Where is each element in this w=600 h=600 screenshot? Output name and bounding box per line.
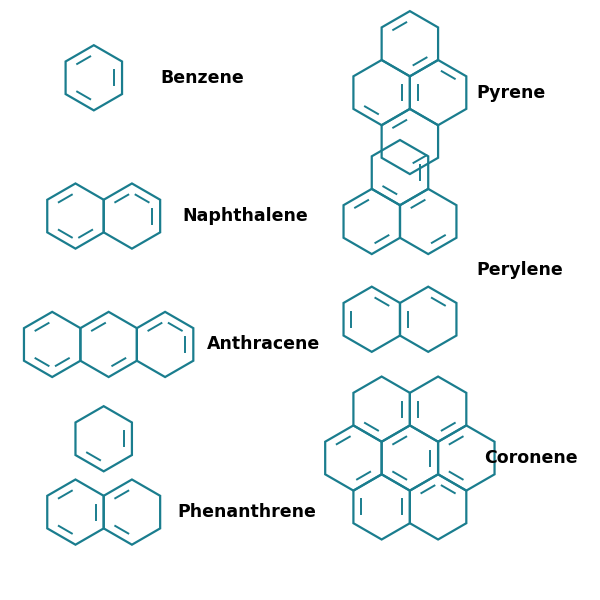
Text: Perylene: Perylene [476,262,563,280]
Text: Phenanthrene: Phenanthrene [178,503,317,521]
Text: Pyrene: Pyrene [476,83,545,101]
Text: Naphthalene: Naphthalene [183,207,308,225]
Text: Anthracene: Anthracene [208,335,320,353]
Text: Benzene: Benzene [160,69,244,87]
Text: Coronene: Coronene [484,449,578,467]
